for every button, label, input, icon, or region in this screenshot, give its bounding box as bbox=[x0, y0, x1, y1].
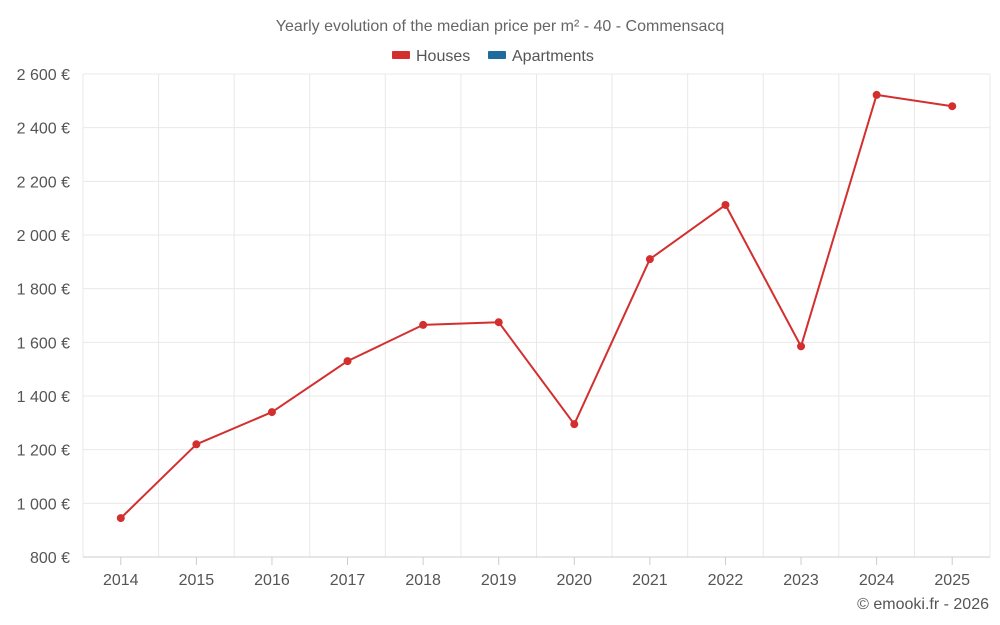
legend-label-apartments[interactable]: Apartments bbox=[512, 48, 594, 65]
data-point-2025[interactable] bbox=[948, 102, 957, 111]
x-tick-label: 2025 bbox=[934, 572, 970, 589]
y-tick-label: 800 € bbox=[30, 550, 70, 567]
y-tick-label: 1 600 € bbox=[17, 335, 70, 352]
series-houses bbox=[116, 90, 957, 523]
legend-swatch-apartments bbox=[488, 51, 506, 59]
legend-swatch-houses bbox=[392, 51, 410, 59]
y-tick-label: 2 600 € bbox=[17, 67, 70, 84]
data-point-2022[interactable] bbox=[721, 200, 730, 209]
x-tick-label: 2023 bbox=[783, 572, 819, 589]
x-tick-label: 2021 bbox=[632, 572, 668, 589]
y-tick-label: 1 400 € bbox=[17, 389, 70, 406]
x-tick-label: 2016 bbox=[254, 572, 290, 589]
data-point-2016[interactable] bbox=[267, 408, 276, 417]
y-tick-label: 1 000 € bbox=[17, 496, 70, 513]
chart-title: Yearly evolution of the median price per… bbox=[276, 18, 725, 35]
data-point-2015[interactable] bbox=[192, 440, 201, 449]
credit-text[interactable]: © emooki.fr - 2026 bbox=[857, 596, 989, 613]
x-tick-label: 2018 bbox=[405, 572, 441, 589]
data-point-2020[interactable] bbox=[570, 420, 579, 429]
y-tick-label: 1 200 € bbox=[17, 443, 70, 460]
y-tick-label: 2 200 € bbox=[17, 174, 70, 191]
x-tick-label: 2019 bbox=[481, 572, 517, 589]
x-tick-label: 2015 bbox=[179, 572, 215, 589]
y-tick-label: 2 400 € bbox=[17, 121, 70, 138]
series-line-houses bbox=[120, 93, 953, 519]
data-point-2017[interactable] bbox=[343, 357, 352, 366]
data-point-2023[interactable] bbox=[797, 342, 806, 351]
legend-label-houses[interactable]: Houses bbox=[416, 48, 470, 65]
chart-legend: Houses Apartments bbox=[392, 48, 594, 65]
data-point-2018[interactable] bbox=[419, 320, 428, 329]
chart-grid bbox=[82, 73, 991, 557]
x-tick-label: 2014 bbox=[103, 572, 139, 589]
y-tick-label: 2 000 € bbox=[17, 228, 70, 245]
x-tick-label: 2024 bbox=[859, 572, 895, 589]
y-axis: 800 € 1 000 € 1 200 € 1 400 € 1 600 € 1 800 €… bbox=[17, 67, 70, 567]
x-axis: 2014 2015 2016 2017 2018 2019 2020 2021 2022 2023… bbox=[83, 556, 990, 589]
x-tick-label: 2020 bbox=[556, 572, 592, 589]
data-point-2019[interactable] bbox=[494, 318, 503, 327]
y-tick-label: 1 800 € bbox=[17, 282, 70, 299]
x-tick-label: 2022 bbox=[708, 572, 744, 589]
x-tick-label: 2017 bbox=[330, 572, 366, 589]
data-point-2021[interactable] bbox=[645, 255, 654, 264]
data-point-2024[interactable] bbox=[872, 90, 881, 99]
data-point-2014[interactable] bbox=[116, 514, 125, 523]
